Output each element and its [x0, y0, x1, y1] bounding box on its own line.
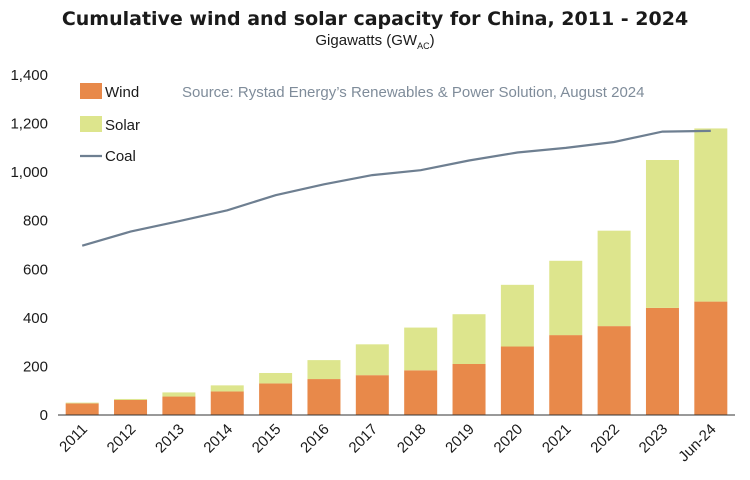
legend-solar-label: Solar — [105, 117, 140, 134]
subtitle-main: Gigawatts (GW — [315, 32, 418, 49]
bars — [65, 128, 728, 415]
bar-solar — [597, 230, 631, 327]
bar-wind — [114, 399, 148, 415]
legend-coal-label: Coal — [105, 148, 136, 165]
bar-wind — [259, 383, 293, 415]
y-tick-label: 600 — [23, 261, 48, 278]
x-tick-label: 2018 — [394, 421, 430, 457]
x-tick-label: 2023 — [636, 421, 672, 457]
bar-wind — [452, 364, 486, 415]
x-tick-label: 2017 — [346, 421, 382, 457]
chart-subtitle: Gigawatts (GWAC) — [0, 32, 750, 51]
y-tick-label: 1,400 — [10, 67, 48, 84]
bar-solar — [65, 402, 99, 404]
bar-solar — [307, 360, 341, 380]
bar-solar — [162, 392, 196, 397]
x-tick-label: 2016 — [297, 421, 333, 457]
x-tick-label: Jun-24 — [675, 421, 719, 465]
bar-solar — [114, 398, 148, 400]
legend-wind-swatch — [80, 83, 102, 99]
subtitle-end: ) — [429, 32, 435, 49]
x-tick-label: 2020 — [491, 421, 527, 457]
bar-wind — [500, 346, 534, 415]
y-tick-label: 1,000 — [10, 164, 48, 181]
y-tick-label: 1,200 — [10, 116, 48, 133]
bar-wind — [355, 375, 389, 415]
x-tick-label: 2013 — [152, 421, 188, 457]
bar-solar — [404, 327, 438, 371]
legend: Wind Solar Coal — [80, 83, 140, 165]
bar-wind — [549, 335, 583, 415]
x-tick-label: 2012 — [104, 421, 140, 457]
bar-wind — [404, 370, 438, 415]
y-axis-ticks: 0 200 400 600 800 1,000 1,200 1,400 — [10, 67, 48, 424]
source-note: Source: Rystad Energy’s Renewables & Pow… — [182, 84, 645, 101]
x-axis-labels: 2011 2012 2013 2014 2015 2016 2017 2018 2019 2020… — [56, 421, 719, 465]
y-tick-label: 800 — [23, 213, 48, 230]
subtitle-subscript: AC — [417, 41, 430, 51]
bar-solar — [355, 344, 389, 376]
x-tick-label: 2021 — [539, 421, 575, 457]
bar-wind — [162, 396, 196, 415]
bar-wind — [645, 307, 679, 415]
y-tick-label: 400 — [23, 310, 48, 327]
x-tick-label: 2015 — [249, 421, 285, 457]
x-tick-label: 2022 — [587, 421, 623, 457]
bar-wind — [694, 301, 728, 415]
bar-wind — [65, 403, 99, 415]
bar-wind — [597, 326, 631, 415]
bar-wind — [307, 379, 341, 415]
y-tick-label: 0 — [40, 407, 48, 424]
bar-solar — [210, 385, 244, 392]
bar-solar — [694, 128, 728, 302]
bar-solar — [500, 284, 534, 347]
bar-solar — [452, 314, 486, 364]
bar-solar — [259, 372, 293, 384]
bar-wind — [210, 391, 244, 415]
bar-solar — [549, 260, 583, 336]
legend-wind-label: Wind — [105, 84, 139, 101]
chart-title: Cumulative wind and solar capacity for C… — [61, 8, 689, 30]
y-tick-label: 200 — [23, 358, 48, 375]
bar-solar — [645, 160, 679, 308]
x-tick-label: 2014 — [200, 421, 236, 457]
x-tick-label: 2019 — [442, 421, 478, 457]
x-tick-label: 2011 — [56, 421, 91, 456]
legend-solar-swatch — [80, 116, 102, 132]
coal-series-line — [81, 129, 711, 247]
